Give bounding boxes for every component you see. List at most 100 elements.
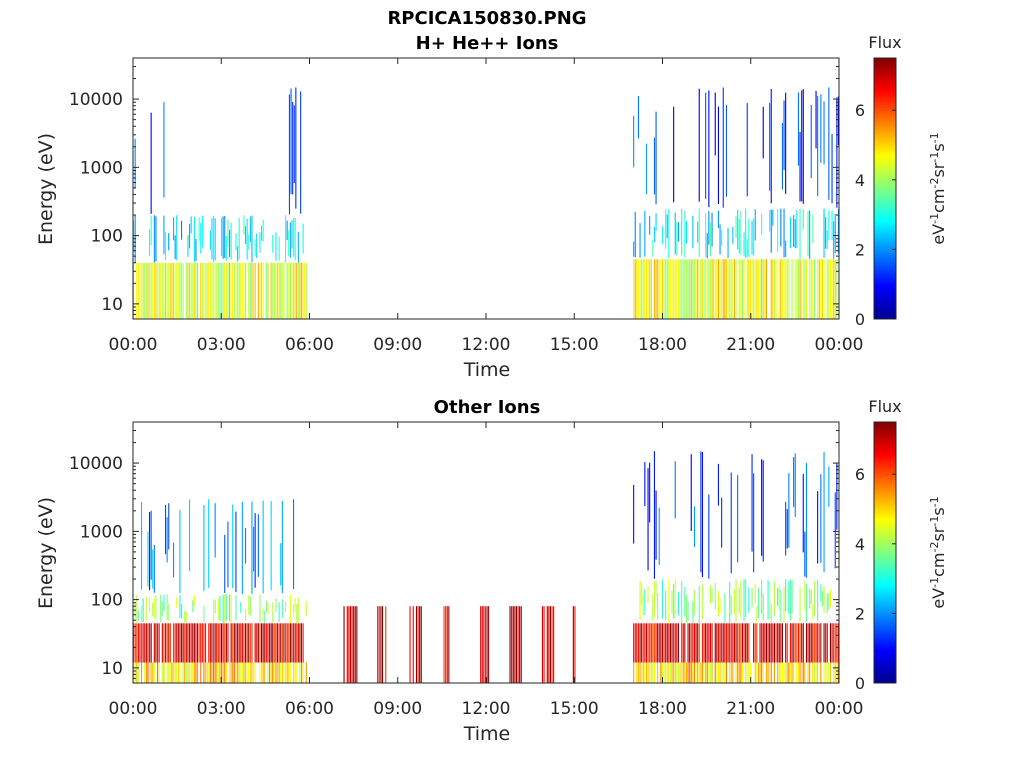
flux-cell (169, 262, 171, 319)
flux-cell (836, 662, 838, 683)
flux-cell (209, 230, 211, 250)
flux-cell (729, 581, 731, 623)
flux-cell (821, 259, 823, 319)
flux-cell (785, 579, 787, 612)
flux-cell (717, 463, 719, 506)
flux-cell (633, 623, 635, 663)
flux-cell (669, 623, 671, 663)
flux-cell (245, 609, 247, 621)
flux-cell (211, 623, 213, 663)
flux-cell (797, 92, 799, 166)
flux-cell (294, 217, 296, 260)
flux-cell (548, 606, 550, 683)
flux-cell (746, 662, 748, 683)
flux-cell (794, 453, 796, 517)
flux-cell (149, 662, 151, 683)
flux-cell (802, 662, 804, 683)
flux-cell (780, 259, 782, 319)
y-tick-label: 10 (101, 659, 123, 679)
flux-cell (820, 623, 822, 663)
flux-cell (817, 96, 819, 197)
flux-cell (674, 461, 676, 519)
flux-cell (292, 102, 294, 195)
flux-cell (163, 623, 165, 663)
flux-cell (158, 662, 160, 683)
flux-cell (821, 590, 823, 607)
flux-cell (655, 623, 657, 663)
flux-cell (777, 587, 779, 607)
flux-cell (653, 259, 655, 319)
flux-cell (732, 662, 734, 683)
colorbar-tick-label: 6 (855, 101, 865, 120)
flux-cell (486, 606, 488, 683)
flux-cell (150, 215, 152, 246)
flux-cell (301, 623, 303, 663)
flux-cell (214, 262, 216, 319)
flux-band (288, 87, 302, 215)
flux-cell (799, 623, 801, 663)
flux-cell (644, 589, 646, 615)
flux-cell (690, 662, 692, 683)
flux-cell (796, 623, 798, 663)
flux-cell (762, 259, 764, 319)
flux-cell (783, 208, 785, 258)
flux-cell (179, 595, 181, 619)
flux-cell (828, 593, 830, 610)
y-tick-label: 1000 (80, 522, 123, 542)
flux-cell (815, 662, 817, 683)
flux-cell (714, 92, 716, 156)
flux-cell (288, 94, 290, 215)
flux-cell (713, 259, 715, 319)
flux-cell (187, 234, 189, 257)
flux-cell (836, 623, 838, 663)
flux-cell (831, 134, 833, 204)
flux-cell (253, 526, 255, 572)
flux-cell (642, 623, 644, 663)
flux-cell (209, 262, 211, 319)
flux-cell (249, 623, 251, 663)
flux-cell (193, 595, 195, 606)
flux-cell (801, 259, 803, 319)
flux-cell (227, 262, 229, 319)
flux-cell (834, 492, 836, 569)
flux-cell (278, 236, 280, 261)
flux-cell (300, 91, 302, 214)
unit-part: cm (929, 189, 948, 213)
flux-cell (653, 137, 655, 195)
flux-cell (663, 623, 665, 663)
flux-cell (245, 662, 247, 683)
flux-cell (677, 623, 679, 663)
flux-cell (254, 239, 256, 256)
flux-cell (235, 595, 237, 621)
flux-cell (230, 222, 232, 260)
flux-cell (229, 229, 231, 258)
flux-cell (831, 623, 833, 663)
flux-cell (141, 662, 143, 683)
flux-cell (833, 662, 835, 683)
flux-cell (788, 259, 790, 319)
colorbar-tick-label: 6 (855, 465, 865, 484)
flux-cell (305, 601, 307, 617)
flux-cell (176, 623, 178, 663)
flux-cell (165, 262, 167, 319)
flux-cell (302, 662, 304, 683)
flux-cell (804, 531, 806, 577)
x-tick-label: 18:00 (638, 335, 687, 355)
flux-cell (709, 585, 711, 604)
flux-cell (711, 662, 713, 683)
flux-cell (783, 259, 785, 319)
flux-cell (781, 123, 783, 190)
flux-cell (737, 662, 739, 683)
flux-cell (722, 87, 724, 208)
y-axis-label: Energy (eV) (35, 497, 57, 609)
flux-cell (190, 623, 192, 663)
flux-cell (213, 662, 215, 683)
flux-cell (134, 662, 136, 683)
flux-cell (289, 662, 291, 683)
flux-cell (272, 662, 274, 683)
flux-cell (724, 662, 726, 683)
flux-cell (817, 579, 819, 622)
flux-cell (200, 623, 202, 663)
flux-cell (296, 262, 298, 319)
